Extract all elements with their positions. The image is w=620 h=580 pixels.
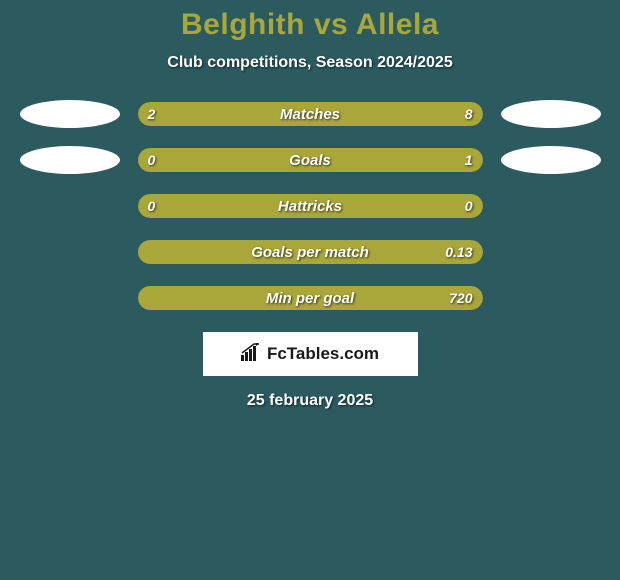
logo-text: FcTables.com (267, 344, 379, 364)
stat-value-right: 1 (465, 148, 473, 172)
avatar-spacer (501, 192, 601, 220)
stat-row: 0Goals1 (0, 148, 620, 172)
stat-bar: Min per goal720 (138, 286, 483, 310)
avatar-spacer (20, 192, 120, 220)
stat-row: Min per goal720 (0, 286, 620, 310)
logo: FcTables.com (241, 343, 379, 366)
stat-value-right: 720 (449, 286, 472, 310)
stat-bar: 0Hattricks0 (138, 194, 483, 218)
stat-bar: Goals per match0.13 (138, 240, 483, 264)
chart-icon (241, 343, 263, 366)
stat-value-right: 0.13 (445, 240, 472, 264)
card-date: 25 february 2025 (0, 392, 620, 410)
card-title: Belghith vs Allela (0, 8, 620, 42)
player-avatar-left (20, 146, 120, 174)
player-avatar-right (501, 100, 601, 128)
stat-label: Matches (138, 102, 483, 126)
player-avatar-right (501, 146, 601, 174)
avatar-spacer (20, 238, 120, 266)
stat-label: Min per goal (138, 286, 483, 310)
avatar-spacer (501, 284, 601, 312)
stat-value-right: 0 (465, 194, 473, 218)
stat-row: Goals per match0.13 (0, 240, 620, 264)
avatar-spacer (20, 284, 120, 312)
stat-label: Goals (138, 148, 483, 172)
stat-label: Hattricks (138, 194, 483, 218)
stat-row: 0Hattricks0 (0, 194, 620, 218)
stat-bar: 0Goals1 (138, 148, 483, 172)
comparison-card: Belghith vs Allela Club competitions, Se… (0, 0, 620, 410)
player-avatar-left (20, 100, 120, 128)
stat-row: 2Matches8 (0, 102, 620, 126)
stat-value-right: 8 (465, 102, 473, 126)
logo-box[interactable]: FcTables.com (203, 332, 418, 376)
card-subtitle: Club competitions, Season 2024/2025 (0, 54, 620, 72)
avatar-spacer (501, 238, 601, 266)
stat-label: Goals per match (138, 240, 483, 264)
stat-bar: 2Matches8 (138, 102, 483, 126)
stat-rows: 2Matches80Goals10Hattricks0Goals per mat… (0, 102, 620, 310)
